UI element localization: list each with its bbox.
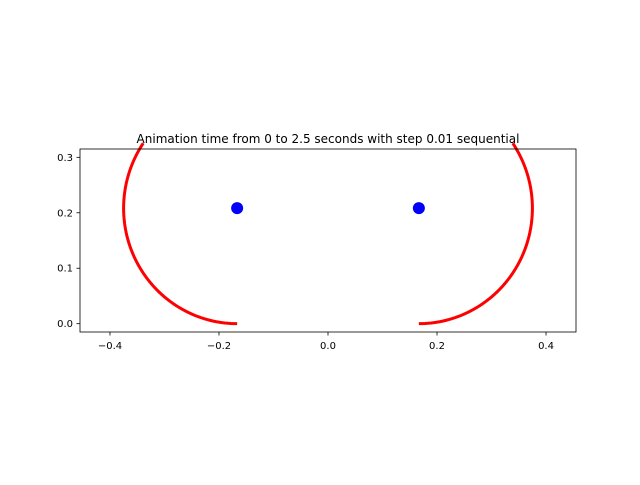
axis-ticks: −0.4 −0.2 0.0 0.2 0.4 0.0 0.1 0.2 0.3: [57, 153, 554, 352]
x-tick-label: −0.4: [98, 341, 122, 352]
y-tick-label: 0.3: [57, 153, 73, 164]
x-tick-label: 0.2: [429, 341, 445, 352]
arc-line-1: [122, 142, 238, 326]
point-marker-2: [412, 202, 425, 215]
point-marker-1: [231, 202, 244, 215]
chart-title: Animation time from 0 to 2.5 seconds wit…: [137, 132, 520, 146]
plot-marks: [122, 142, 534, 326]
y-tick-label: 0.0: [57, 319, 73, 330]
x-tick-label: 0.0: [320, 341, 336, 352]
y-tick-label: 0.1: [57, 264, 73, 275]
x-tick-label: 0.4: [538, 341, 554, 352]
x-tick-label: −0.2: [207, 341, 231, 352]
arc-line-2: [418, 142, 534, 326]
y-tick-label: 0.2: [57, 208, 73, 219]
